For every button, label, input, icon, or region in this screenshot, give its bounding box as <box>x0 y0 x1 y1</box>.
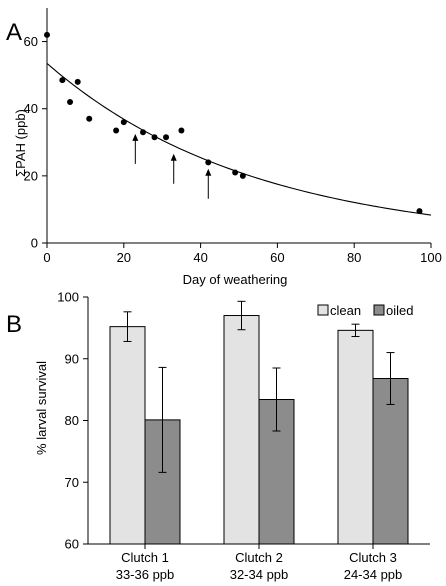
category-label: Clutch 2 <box>235 550 283 565</box>
panel-a-fit-curve <box>46 62 432 216</box>
panel-a-x-label: Day of weathering <box>183 272 288 287</box>
bar-clean <box>337 329 374 545</box>
panel-b-category-labels: Clutch 1 33-36 ppb Clutch 2 32-34 ppb Clutch… <box>116 550 403 582</box>
panel-a-arrow <box>170 153 177 184</box>
panel-a-y-tick-label: 60 <box>24 34 38 49</box>
panel-a-data-point <box>205 159 212 166</box>
legend-label-clean: clean <box>330 303 361 318</box>
bar-clean <box>223 315 260 545</box>
panel-b: B 60 70 80 90 100 Clutch 1 33-36 ppb Clutch 2 3… <box>6 290 430 582</box>
panel-a-data-point <box>120 119 127 126</box>
category-range-label: 32-34 ppb <box>230 567 289 582</box>
panel-a-data-point <box>86 115 93 122</box>
panel-a-y-tick-label: 0 <box>31 236 38 251</box>
panel-b-legend: clean oiled <box>317 303 413 318</box>
panel-a-data-point <box>67 99 74 105</box>
legend-swatch-clean <box>317 304 329 316</box>
panel-a-fit-curve-group <box>46 62 432 216</box>
panel-a-data-point <box>113 127 120 134</box>
panel-b-y-tick-label: 90 <box>65 351 79 366</box>
panel-a-data-point <box>163 134 170 141</box>
category-range-label: 24-34 ppb <box>344 567 403 582</box>
panel-b-y-tick-label: 70 <box>65 475 79 490</box>
panel-a-x-tick-label: 40 <box>193 250 207 265</box>
panel-b-y-tick-label: 100 <box>57 290 79 305</box>
panel-a-data-point <box>59 77 66 84</box>
panel-a-arrow-head <box>205 168 212 176</box>
panel-b-letter: B <box>6 311 22 338</box>
panel-a-data-point <box>416 208 423 215</box>
panel-a-data-point <box>232 169 239 176</box>
legend-label-oiled: oiled <box>386 303 413 318</box>
panel-a-letter: A <box>6 19 22 46</box>
panel-a-y-label: ΣPAH (ppb) <box>13 109 28 177</box>
panel-a-arrow <box>132 133 139 164</box>
panel-a-x-tick-label: 100 <box>420 250 442 265</box>
panel-a-x-tick-label: 20 <box>117 250 131 265</box>
category-range-label: 33-36 ppb <box>116 567 175 582</box>
panel-a-arrow-head <box>170 153 177 161</box>
panel-a-data-point <box>74 78 81 85</box>
panel-a-arrow <box>205 168 212 199</box>
panel-a-x-tick-label: 60 <box>270 250 284 265</box>
category-label: Clutch 1 <box>121 550 169 565</box>
panel-a-data-point <box>151 134 158 141</box>
category-label: Clutch 3 <box>349 550 397 565</box>
panel-a-x-tick-label: 80 <box>347 250 361 265</box>
panel-a-points <box>44 31 423 215</box>
panel-a-y-tick-label: 20 <box>24 168 38 183</box>
panel-a-data-point <box>178 127 185 134</box>
panel-a-x-tick-label: 0 <box>43 250 50 265</box>
panel-a-y-tick-label: 40 <box>24 101 38 116</box>
bar-clean <box>109 326 146 545</box>
panel-a-data-point <box>140 129 146 136</box>
panel-a-data-point <box>44 31 50 38</box>
panel-b-y-tick-label: 60 <box>65 537 79 552</box>
panel-a-data-point <box>239 172 246 179</box>
panel-b-y-label: % larval survival <box>34 361 49 455</box>
panel-b-bars <box>109 300 409 545</box>
panel-b-y-tick-label: 80 <box>65 413 79 428</box>
panel-a-arrow-head <box>132 133 139 141</box>
panel-a-axes: 0 20 40 60 80 100 0 20 40 60 <box>24 8 442 265</box>
panel-a-arrows <box>132 133 212 199</box>
legend-swatch-oiled <box>373 304 385 316</box>
